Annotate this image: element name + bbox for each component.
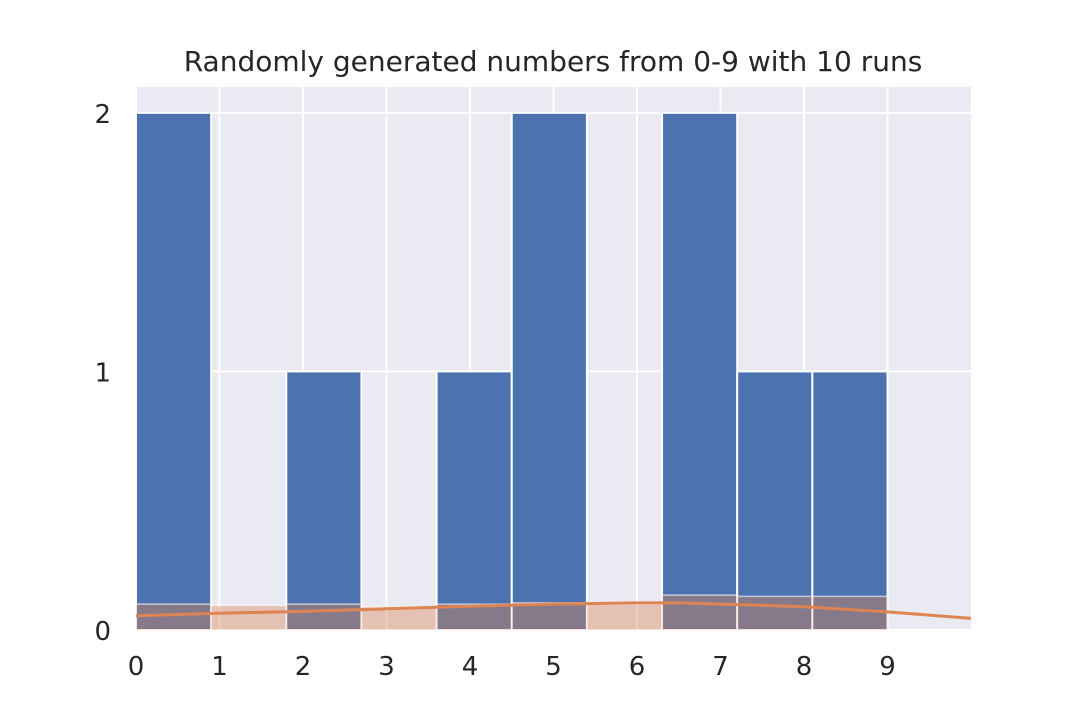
y-tick-label: 1 xyxy=(94,358,111,388)
x-tick-label: 0 xyxy=(128,652,145,682)
density-bars xyxy=(135,594,889,631)
histogram-bar xyxy=(736,370,814,631)
histogram-bar xyxy=(811,370,889,631)
histogram-bar xyxy=(510,111,588,632)
x-tick-label: 6 xyxy=(629,652,646,682)
kde-curve-layer xyxy=(135,601,972,620)
chart-title: Randomly generated numbers from 0-9 with… xyxy=(184,45,923,78)
density-bar xyxy=(511,602,588,631)
y-tick-label: 0 xyxy=(94,617,111,647)
y-axis-ticks: 0 1 2 xyxy=(94,100,111,647)
x-tick-label: 9 xyxy=(879,652,896,682)
x-tick-label: 4 xyxy=(462,652,479,682)
x-axis-ticks: 0 1 2 3 4 5 6 7 8 9 xyxy=(128,652,896,682)
x-tick-label: 2 xyxy=(295,652,312,682)
x-tick-label: 1 xyxy=(211,652,228,682)
histogram-bars xyxy=(135,111,889,632)
histogram-bar xyxy=(661,111,739,632)
x-tick-label: 5 xyxy=(545,652,562,682)
density-bar xyxy=(586,603,663,631)
histogram-bar xyxy=(135,111,213,632)
x-tick-label: 3 xyxy=(378,652,395,682)
x-tick-label: 8 xyxy=(796,652,813,682)
kde-curve xyxy=(135,601,972,620)
density-bar xyxy=(661,594,738,631)
density-bar xyxy=(811,595,889,631)
y-tick-label: 2 xyxy=(94,100,111,130)
density-bar xyxy=(210,604,288,631)
histogram-bar xyxy=(435,370,513,631)
density-bar xyxy=(285,603,363,631)
density-bar xyxy=(435,603,513,631)
histogram-bar xyxy=(285,370,363,631)
x-tick-label: 7 xyxy=(712,652,729,682)
density-bar xyxy=(736,595,814,631)
density-bar xyxy=(135,603,212,631)
